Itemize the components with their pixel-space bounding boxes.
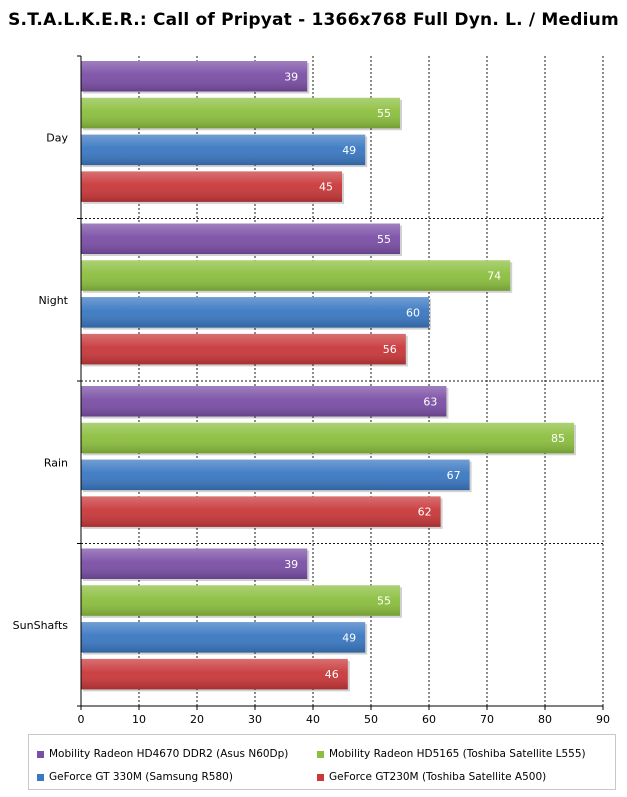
x-tick-label: 60 bbox=[422, 713, 436, 726]
data-label: 55 bbox=[377, 107, 391, 120]
category-label: Day bbox=[46, 131, 68, 144]
legend-item: Mobility Radeon HD4670 DDR2 (Asus N60Dp) bbox=[37, 748, 288, 760]
legend-swatch bbox=[37, 773, 44, 781]
x-tick-label: 10 bbox=[132, 713, 146, 726]
bar-shade bbox=[81, 386, 447, 417]
data-label: 49 bbox=[342, 144, 356, 157]
data-label: 56 bbox=[383, 343, 397, 356]
bar-shade bbox=[81, 171, 342, 202]
data-label: 45 bbox=[319, 181, 333, 194]
bar-shade bbox=[81, 658, 348, 690]
legend-swatch bbox=[317, 750, 324, 758]
category-label: Night bbox=[38, 294, 68, 307]
data-label: 74 bbox=[487, 270, 501, 283]
legend-label: Mobility Radeon HD5165 (Toshiba Satellit… bbox=[329, 748, 586, 760]
x-tick-label: 50 bbox=[364, 713, 378, 726]
legend-label: GeForce GT 330M (Samsung R580) bbox=[49, 771, 233, 783]
x-tick-label: 80 bbox=[538, 713, 552, 726]
chart-title: S.T.A.L.K.E.R.: Call of Pripyat - 1366x7… bbox=[8, 10, 619, 30]
bar-shade bbox=[81, 333, 406, 365]
bar-chart: 39 55 49 45 55 74 60 56 63 85 67 62 39 55 49 46 Day Nigh… bbox=[13, 55, 610, 726]
bar-layer: 39 55 49 45 55 74 60 56 63 85 67 62 39 55 49 46 bbox=[81, 61, 576, 692]
axis-layer: Day Night Rain SunShafts 0 10 20 30 40 50 60 70 80 90 bbox=[13, 55, 610, 726]
legend-item: GeForce GT 330M (Samsung R580) bbox=[37, 771, 233, 783]
data-label: 39 bbox=[284, 558, 298, 571]
bar-shade bbox=[81, 223, 400, 254]
x-tick-label: 0 bbox=[78, 713, 85, 726]
x-tick-label: 70 bbox=[480, 713, 494, 726]
x-tick-label: 90 bbox=[596, 713, 610, 726]
x-tick-label: 30 bbox=[248, 713, 262, 726]
x-tick-label: 40 bbox=[306, 713, 320, 726]
legend-label: Mobility Radeon HD4670 DDR2 (Asus N60Dp) bbox=[49, 748, 289, 760]
legend: Mobility Radeon HD4670 DDR2 (Asus N60Dp)… bbox=[28, 734, 616, 790]
data-label: 85 bbox=[551, 432, 565, 445]
bar-shade bbox=[81, 297, 429, 328]
data-label: 55 bbox=[377, 595, 391, 608]
data-label: 49 bbox=[342, 631, 356, 644]
bar-shade bbox=[81, 61, 308, 92]
bar-shade bbox=[81, 459, 470, 491]
category-label: SunShafts bbox=[13, 619, 69, 632]
bar-shade bbox=[81, 134, 366, 166]
legend-swatch bbox=[317, 773, 324, 781]
legend-item: Mobility Radeon HD5165 (Toshiba Satellit… bbox=[317, 748, 586, 760]
legend-item: GeForce GT230M (Toshiba Satellite A500) bbox=[317, 771, 546, 783]
x-tick-label: 20 bbox=[190, 713, 204, 726]
legend-swatch bbox=[37, 750, 44, 758]
data-label: 62 bbox=[418, 506, 432, 519]
bar-shade bbox=[81, 422, 574, 454]
bar-shade bbox=[81, 260, 511, 291]
bar-shade bbox=[81, 548, 308, 579]
category-label: Rain bbox=[44, 456, 68, 469]
bar-shade bbox=[81, 97, 400, 129]
data-label: 46 bbox=[325, 668, 339, 681]
bar-shade bbox=[81, 622, 366, 653]
data-label: 63 bbox=[423, 395, 437, 408]
bar-shade bbox=[81, 585, 400, 616]
bar-shade bbox=[81, 496, 441, 527]
data-label: 60 bbox=[406, 306, 420, 319]
data-label: 39 bbox=[284, 70, 298, 83]
legend-label: GeForce GT230M (Toshiba Satellite A500) bbox=[329, 771, 547, 783]
data-label: 55 bbox=[377, 233, 391, 246]
data-label: 67 bbox=[447, 469, 461, 482]
